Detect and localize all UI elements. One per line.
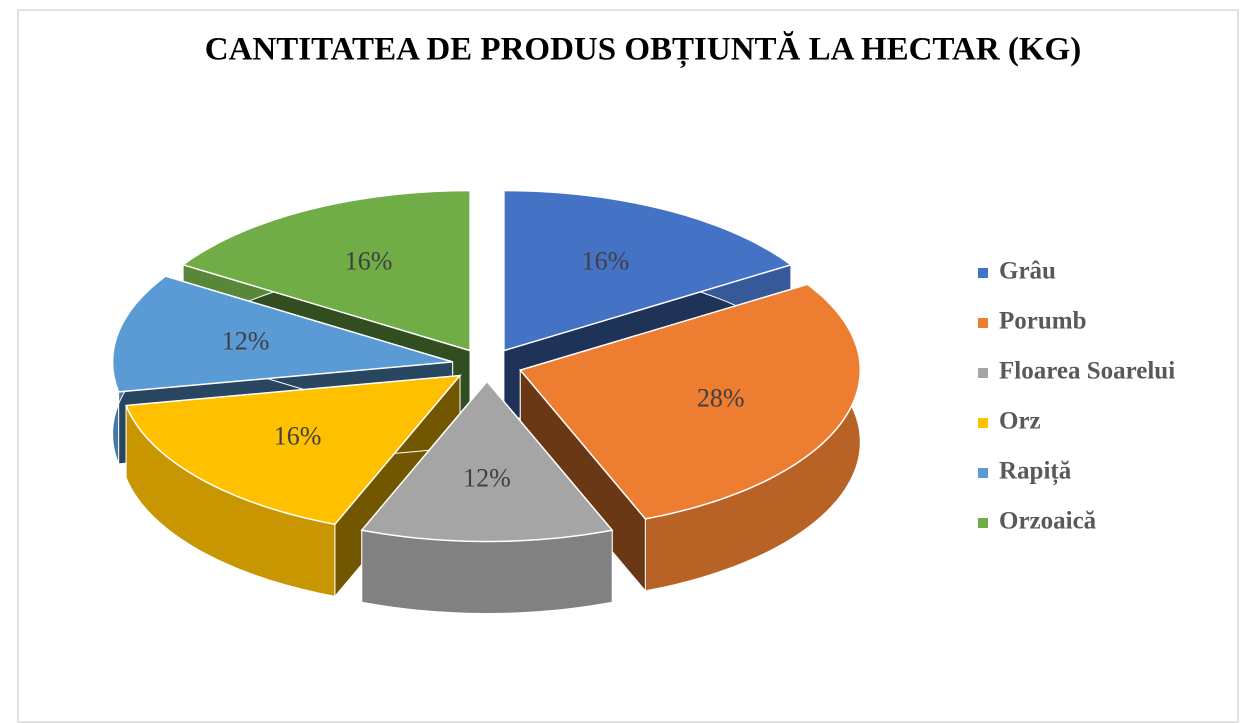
- legend-swatch: [978, 418, 988, 428]
- slices: [111, 189, 862, 543]
- legend-swatch: [978, 318, 988, 328]
- legend-swatch: [978, 368, 988, 378]
- legend: Grâu Porumb Floarea Soarelui Orz Rapiță Orzoa…: [978, 258, 1175, 535]
- data-label: 16%: [274, 422, 322, 451]
- data-label: 16%: [582, 247, 630, 276]
- data-label: 12%: [222, 326, 270, 355]
- legend-label: Floarea Soarelui: [999, 358, 1175, 385]
- chart-title: CANTITATEA DE PRODUS OBȚIUNTĂ LA HECTAR …: [205, 30, 1081, 69]
- legend-swatch: [978, 468, 988, 478]
- data-label: 16%: [345, 247, 393, 276]
- legend-swatch: [978, 268, 988, 278]
- legend-label: Orzoaică: [999, 508, 1097, 535]
- slice: [181, 189, 471, 352]
- data-label: 12%: [463, 464, 511, 493]
- slice: [125, 374, 462, 526]
- legend-swatch: [978, 518, 988, 528]
- legend-label: Orz: [999, 408, 1041, 435]
- slice-wall: [361, 529, 613, 614]
- slice: [111, 275, 453, 393]
- slice: [503, 189, 793, 352]
- data-label: 28%: [697, 384, 745, 413]
- legend-label: Rapiță: [999, 458, 1072, 486]
- legend-label: Grâu: [999, 258, 1056, 285]
- slice: [518, 283, 862, 520]
- slice: [360, 380, 614, 543]
- legend-label: Porumb: [999, 308, 1087, 335]
- labels: 16% 28% 12% 16% 12% 16%: [222, 247, 745, 493]
